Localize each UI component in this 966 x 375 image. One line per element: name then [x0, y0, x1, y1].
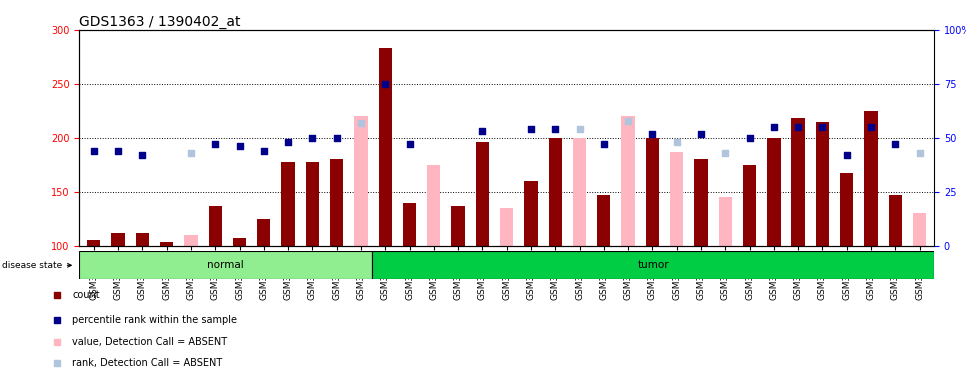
Point — [402, 141, 417, 147]
Point — [742, 135, 757, 141]
Point — [50, 360, 66, 366]
Bar — [233, 238, 246, 246]
Bar — [525, 181, 538, 246]
Point — [888, 141, 903, 147]
Bar — [549, 138, 562, 246]
Bar — [305, 162, 319, 246]
Bar — [840, 173, 853, 246]
Bar — [451, 206, 465, 246]
Point — [134, 152, 150, 158]
Bar — [160, 242, 173, 246]
Point — [50, 317, 66, 323]
Bar — [645, 138, 659, 246]
Point — [329, 135, 345, 141]
Bar — [865, 111, 878, 246]
Text: count: count — [72, 290, 99, 300]
Bar — [791, 118, 805, 246]
Bar — [573, 138, 586, 246]
Bar — [209, 206, 222, 246]
Bar — [379, 48, 392, 246]
Point — [838, 152, 854, 158]
Bar — [79, 251, 372, 279]
Bar — [403, 202, 416, 246]
Point — [304, 135, 320, 141]
Point — [474, 128, 490, 134]
Text: tumor: tumor — [638, 260, 669, 270]
Point — [694, 130, 709, 136]
Bar — [257, 219, 270, 246]
Text: value, Detection Call = ABSENT: value, Detection Call = ABSENT — [72, 338, 227, 347]
Text: percentile rank within the sample: percentile rank within the sample — [72, 315, 238, 325]
Point — [620, 118, 636, 124]
Bar — [427, 165, 440, 246]
Bar — [695, 159, 708, 246]
Bar — [475, 142, 489, 246]
Point — [86, 148, 101, 154]
Point — [718, 150, 733, 156]
Text: disease state: disease state — [2, 261, 71, 270]
Point — [864, 124, 879, 130]
Point — [596, 141, 611, 147]
Bar — [87, 240, 100, 246]
Point — [232, 144, 247, 150]
Bar — [330, 159, 343, 246]
Bar — [597, 195, 611, 246]
Point — [208, 141, 223, 147]
Point — [814, 124, 830, 130]
Bar — [355, 116, 368, 246]
Point — [50, 339, 66, 345]
Text: rank, Detection Call = ABSENT: rank, Detection Call = ABSENT — [72, 358, 222, 368]
Bar — [135, 232, 149, 246]
Bar — [719, 197, 732, 246]
Bar — [372, 251, 934, 279]
Bar — [767, 138, 781, 246]
Bar — [913, 213, 926, 246]
Bar — [500, 208, 513, 246]
Bar — [621, 116, 635, 246]
Bar — [111, 232, 125, 246]
Bar — [670, 152, 683, 246]
Point — [280, 139, 296, 145]
Bar — [743, 165, 756, 246]
Point — [644, 130, 660, 136]
Text: normal: normal — [208, 260, 244, 270]
Bar — [815, 122, 829, 246]
Text: GDS1363 / 1390402_at: GDS1363 / 1390402_at — [79, 15, 241, 29]
Point — [668, 139, 684, 145]
Point — [184, 150, 199, 156]
Point — [110, 148, 126, 154]
Point — [50, 292, 66, 298]
Point — [548, 126, 563, 132]
Bar — [281, 162, 295, 246]
Point — [378, 81, 393, 87]
Point — [912, 150, 927, 156]
Bar — [185, 235, 198, 246]
Point — [256, 148, 271, 154]
Point — [524, 126, 539, 132]
Point — [354, 120, 369, 126]
Point — [572, 126, 587, 132]
Point — [766, 124, 781, 130]
Point — [790, 124, 806, 130]
Bar — [889, 195, 902, 246]
